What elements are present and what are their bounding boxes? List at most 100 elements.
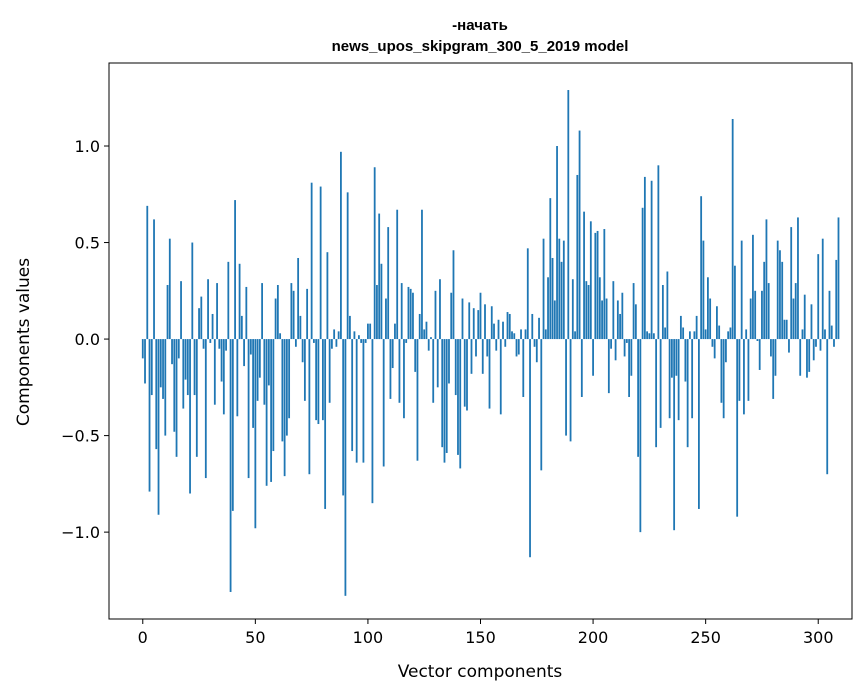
chart-title-line2: news_upos_skipgram_300_5_2019 model xyxy=(332,38,629,55)
bar xyxy=(247,339,250,479)
bar xyxy=(222,339,225,415)
bar xyxy=(675,339,678,376)
bar xyxy=(648,333,651,340)
bar xyxy=(499,339,502,415)
bar xyxy=(409,288,412,340)
bar xyxy=(560,261,563,340)
bar xyxy=(817,254,820,340)
bar xyxy=(351,339,354,452)
bar xyxy=(508,313,511,340)
bar xyxy=(670,339,673,378)
bar xyxy=(630,339,633,376)
y-tick-label: −1.0 xyxy=(61,523,100,542)
bar xyxy=(362,339,365,463)
y-axis-label: Components values xyxy=(14,258,34,426)
bar xyxy=(666,271,669,340)
bar xyxy=(394,323,396,340)
bar xyxy=(186,339,189,396)
bar xyxy=(833,339,835,347)
bar xyxy=(587,285,590,340)
bar xyxy=(679,315,682,340)
bar xyxy=(571,279,574,340)
bar xyxy=(225,339,227,351)
bar xyxy=(439,279,441,340)
bar xyxy=(238,263,241,340)
x-tick-label: 100 xyxy=(353,628,384,647)
bar xyxy=(533,339,536,347)
bar xyxy=(475,339,477,357)
bar xyxy=(774,339,777,376)
bar xyxy=(236,339,239,417)
bar xyxy=(540,339,543,471)
bar xyxy=(556,146,558,340)
bar xyxy=(450,292,453,340)
bar xyxy=(364,339,367,343)
bar xyxy=(182,339,185,409)
bar xyxy=(326,252,329,340)
bar xyxy=(306,288,309,340)
bar xyxy=(634,304,637,340)
bar xyxy=(603,229,606,340)
bar xyxy=(826,339,829,475)
bar xyxy=(396,209,399,340)
bar xyxy=(148,339,151,492)
bar xyxy=(621,292,624,340)
bar xyxy=(193,339,196,396)
bar xyxy=(376,285,378,340)
bar xyxy=(747,339,750,401)
bar xyxy=(448,339,450,384)
bar xyxy=(754,290,757,340)
bar xyxy=(459,339,462,469)
y-tick-label: 0.0 xyxy=(75,330,100,349)
bar xyxy=(434,290,437,340)
bar xyxy=(198,308,200,340)
bar xyxy=(279,333,282,340)
bar xyxy=(191,242,194,340)
bar xyxy=(400,283,403,340)
bar xyxy=(544,329,547,340)
bar xyxy=(162,339,164,399)
bar xyxy=(146,205,149,340)
bar xyxy=(821,238,824,340)
bar xyxy=(423,329,426,340)
bar xyxy=(517,339,520,355)
bar xyxy=(727,331,730,340)
bar xyxy=(175,339,178,457)
bar xyxy=(765,219,768,340)
bar xyxy=(562,240,565,340)
bar xyxy=(445,339,448,453)
bar xyxy=(558,238,561,340)
bar xyxy=(412,292,414,340)
bar xyxy=(488,339,491,409)
bar xyxy=(835,259,838,340)
bar xyxy=(353,331,356,340)
bar xyxy=(643,176,646,340)
bar xyxy=(288,339,291,419)
bar xyxy=(688,331,691,340)
bar xyxy=(580,339,583,397)
bar xyxy=(155,339,158,450)
bar xyxy=(524,329,527,340)
bar xyxy=(725,339,727,363)
bar xyxy=(794,283,797,340)
bar xyxy=(628,339,630,397)
bar xyxy=(276,285,279,340)
bar xyxy=(416,339,419,461)
x-tick-label: 50 xyxy=(245,628,265,647)
bar xyxy=(168,238,171,340)
bar xyxy=(520,329,522,340)
bar xyxy=(301,339,304,363)
bar xyxy=(731,118,734,340)
bar xyxy=(441,339,444,448)
bar xyxy=(218,339,221,349)
bar xyxy=(623,339,626,357)
bar xyxy=(265,339,268,486)
x-tick-label: 0 xyxy=(138,628,148,647)
bar xyxy=(398,339,401,403)
bar xyxy=(612,281,615,340)
bar xyxy=(387,227,390,340)
bar xyxy=(159,339,162,388)
bar xyxy=(585,281,588,340)
bar xyxy=(234,200,236,340)
